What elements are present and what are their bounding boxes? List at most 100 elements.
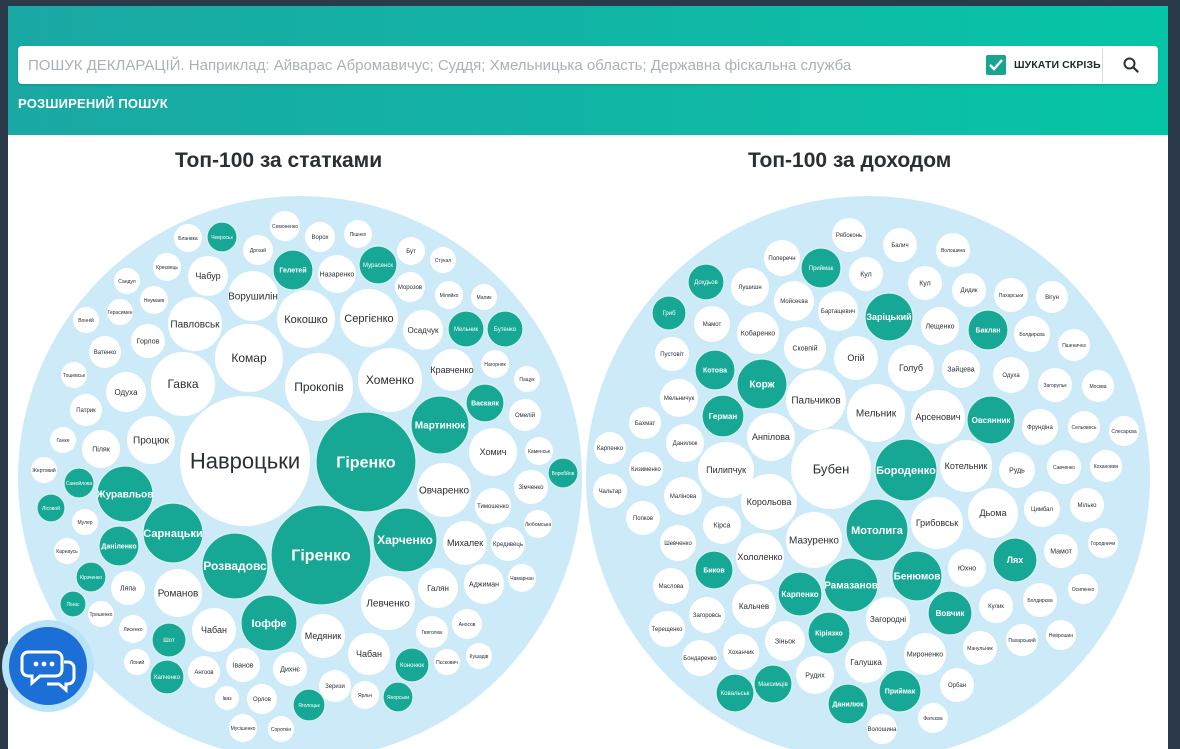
bubble-item[interactable]: Янорськи (382, 681, 414, 713)
bubble-item[interactable]: Іваз (215, 686, 239, 710)
bubble[interactable] (682, 640, 718, 676)
bubble[interactable] (106, 372, 146, 412)
bubble[interactable] (866, 597, 910, 641)
bubble[interactable] (874, 438, 938, 502)
bubble-item[interactable]: Баклан (967, 309, 1009, 351)
bubble-item[interactable]: Москва (1082, 370, 1114, 402)
bubble-item[interactable]: Загоровсь (689, 597, 725, 633)
bubble-item[interactable]: Мельничук (660, 379, 698, 417)
bubble-item[interactable]: Герман (701, 394, 745, 438)
bubble-item[interactable]: Мамот (1044, 534, 1078, 568)
bubble-item[interactable]: Балич (883, 228, 917, 262)
bubble[interactable] (694, 550, 734, 590)
bubble[interactable] (372, 507, 438, 573)
bubble-item[interactable]: Зімченко (514, 470, 548, 504)
bubble[interactable] (292, 688, 326, 722)
bubble-item[interactable]: Кредивець (491, 527, 525, 561)
bubble-item[interactable]: Пєскович (434, 649, 460, 675)
bubble-item[interactable]: Карпенко (594, 432, 626, 464)
bubble-item[interactable]: Мартинюк (410, 395, 470, 455)
bubble[interactable] (689, 597, 725, 633)
bubble-item[interactable]: Овсянник (966, 395, 1016, 445)
bubble-item[interactable]: Приймак (878, 669, 922, 713)
bubble-item[interactable]: Кірса (703, 506, 741, 544)
search-everywhere-label[interactable]: ШУКАТИ СКРІЗЬ (1014, 59, 1101, 71)
bubble-item[interactable]: Слесарєва (1109, 416, 1139, 446)
bubble[interactable] (508, 564, 536, 592)
bubble-item[interactable]: Навроцьки (180, 396, 310, 526)
bubble[interactable] (180, 396, 310, 526)
bubble-item[interactable]: Ангоов (188, 656, 220, 688)
bubble[interactable] (968, 488, 1018, 538)
bubble[interactable] (215, 324, 283, 392)
bubble[interactable] (948, 549, 986, 587)
bubble-item[interactable]: Орбан (940, 668, 974, 702)
bubble-item[interactable]: Бут (397, 237, 425, 265)
bubble-item[interactable]: Гриб (651, 295, 687, 331)
bubble-item[interactable]: Лісовой (36, 493, 66, 523)
bubble-item[interactable]: Жертовий (31, 457, 57, 483)
bubble-item[interactable]: Болдирєва (1014, 316, 1050, 352)
bubble-item[interactable]: Комар (215, 324, 283, 392)
bubble[interactable] (96, 465, 154, 523)
bubble-item[interactable]: Корольова (741, 474, 797, 530)
bubble-item[interactable]: Поперечн (764, 240, 800, 276)
bubble[interactable] (731, 268, 769, 306)
bubble-item[interactable]: Мусішенко (229, 714, 257, 742)
bubble[interactable] (979, 589, 1013, 623)
bubble[interactable] (594, 432, 626, 464)
bubble-item[interactable]: Даніленко (98, 525, 140, 567)
bubble[interactable] (443, 521, 487, 565)
bubble[interactable] (509, 399, 541, 431)
bubble[interactable] (525, 437, 553, 465)
bubble-item[interactable]: Овчаренко (417, 463, 471, 517)
bubble-item[interactable]: Чамарнан (508, 564, 536, 592)
bubble[interactable] (911, 497, 963, 549)
bubble[interactable] (319, 670, 351, 702)
bubble-item[interactable]: Савченко (1047, 450, 1081, 484)
bubble-item[interactable]: Аджиман (464, 564, 504, 604)
bubble[interactable] (348, 633, 390, 675)
bubble-item[interactable]: Михалек (443, 521, 487, 565)
bubble[interactable] (73, 307, 99, 333)
bubble-item[interactable]: Романов (154, 569, 202, 617)
bubble[interactable] (82, 430, 120, 468)
bubble[interactable] (1046, 620, 1076, 650)
bubble[interactable] (98, 525, 140, 567)
bubble-item[interactable]: Осадчук (403, 310, 443, 350)
bubble[interactable] (270, 504, 372, 606)
bubble[interactable] (1022, 409, 1058, 445)
bubble[interactable] (305, 222, 335, 252)
bubble-item[interactable]: Сергієнко (340, 289, 398, 347)
bubble[interactable] (936, 233, 970, 267)
bubble[interactable] (469, 428, 517, 476)
bubble[interactable] (918, 703, 948, 733)
bubble-item[interactable]: Зіньок (765, 621, 805, 661)
bubble-item[interactable]: Мироненко (904, 633, 946, 675)
bubble[interactable] (786, 512, 842, 568)
bubble[interactable] (967, 309, 1009, 351)
bubble[interactable] (1044, 534, 1078, 568)
bubble-item[interactable]: Чабан (348, 633, 390, 675)
bubble-item[interactable]: Огій (834, 336, 878, 380)
bubble-item[interactable]: Гвяголюк (416, 616, 448, 648)
bubble[interactable] (243, 235, 273, 265)
bubble[interactable] (466, 643, 492, 669)
bubble-item[interactable]: Гіренко (315, 411, 417, 513)
bubble[interactable] (491, 527, 525, 561)
bubble[interactable] (626, 501, 660, 535)
bubble[interactable] (966, 395, 1016, 445)
bubble-item[interactable]: Харченко (372, 507, 438, 573)
bubble-item[interactable]: Павловськ (168, 297, 222, 351)
bubble-item[interactable]: Яголоцьк (292, 688, 326, 722)
bubble[interactable] (464, 564, 504, 604)
bubble[interactable] (666, 424, 704, 462)
bubble-item[interactable]: Сковпій (784, 327, 826, 369)
bubble-item[interactable]: Рудих (796, 656, 834, 694)
bubble-item[interactable]: Лещенко (921, 307, 959, 345)
bubble[interactable] (878, 669, 922, 713)
bubble-item[interactable]: Кононюк (394, 647, 430, 683)
bubble[interactable] (247, 684, 277, 714)
bubble[interactable] (940, 668, 974, 702)
bubble-item[interactable]: Мулер (72, 509, 98, 535)
